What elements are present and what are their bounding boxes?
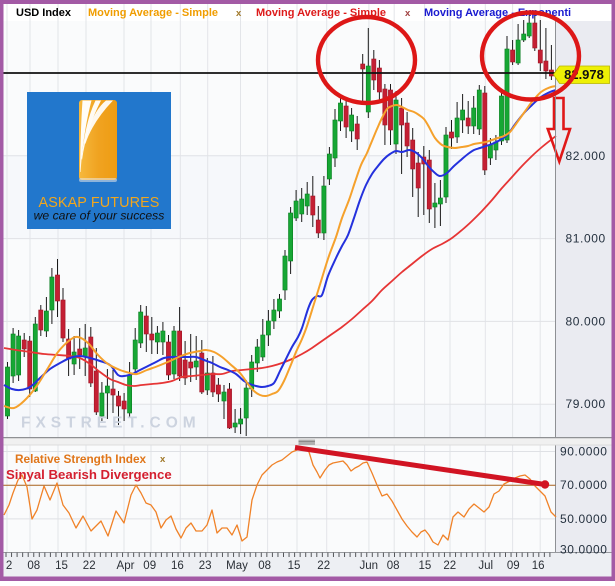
svg-text:81.000: 81.000 — [566, 232, 606, 246]
svg-text:Jun: Jun — [360, 560, 379, 572]
svg-text:50.0000: 50.0000 — [560, 512, 608, 526]
svg-text:15: 15 — [55, 560, 68, 572]
svg-text:70.0000: 70.0000 — [560, 478, 608, 492]
svg-text:30.0000: 30.0000 — [560, 542, 608, 556]
svg-text:23: 23 — [199, 560, 212, 572]
svg-text:16: 16 — [532, 560, 545, 572]
svg-text:90.0000: 90.0000 — [560, 445, 608, 459]
svg-text:ASKAP FUTURES: ASKAP FUTURES — [39, 195, 160, 211]
svg-text:Apr: Apr — [117, 560, 135, 572]
svg-text:80.000: 80.000 — [566, 314, 606, 328]
svg-text:09: 09 — [143, 560, 156, 572]
svg-text:May: May — [226, 560, 248, 572]
svg-text:USD Index: USD Index — [16, 7, 72, 19]
svg-text:x: x — [236, 8, 242, 19]
svg-text:Moving Average - Simple: Moving Average - Simple — [88, 7, 218, 19]
svg-text:22: 22 — [317, 560, 330, 572]
svg-text:Relative Strength Index: Relative Strength Index — [15, 452, 147, 466]
svg-text:09: 09 — [507, 560, 520, 572]
svg-text:Moving Average - Simple: Moving Average - Simple — [256, 7, 386, 19]
svg-text:22: 22 — [83, 560, 96, 572]
svg-text:Moving Average - Exponenti: Moving Average - Exponenti — [424, 7, 571, 19]
svg-text:15: 15 — [288, 560, 301, 572]
svg-text:15: 15 — [419, 560, 432, 572]
svg-text:82.000: 82.000 — [566, 149, 606, 163]
svg-text:Jul: Jul — [478, 560, 493, 572]
svg-text:2: 2 — [6, 560, 12, 572]
svg-text:FXSTREET.COM: FXSTREET.COM — [21, 415, 201, 432]
svg-text:79.000: 79.000 — [566, 397, 606, 411]
svg-text:x: x — [160, 454, 166, 465]
svg-text:08: 08 — [387, 560, 400, 572]
svg-text:x: x — [405, 8, 411, 19]
svg-text:16: 16 — [171, 560, 184, 572]
svg-text:08: 08 — [258, 560, 271, 572]
svg-text:08: 08 — [27, 560, 40, 572]
svg-text:we care of your success: we care of your success — [34, 209, 165, 223]
svg-text:22: 22 — [443, 560, 456, 572]
svg-text:Sinyal Bearish Divergence: Sinyal Bearish Divergence — [6, 467, 172, 482]
